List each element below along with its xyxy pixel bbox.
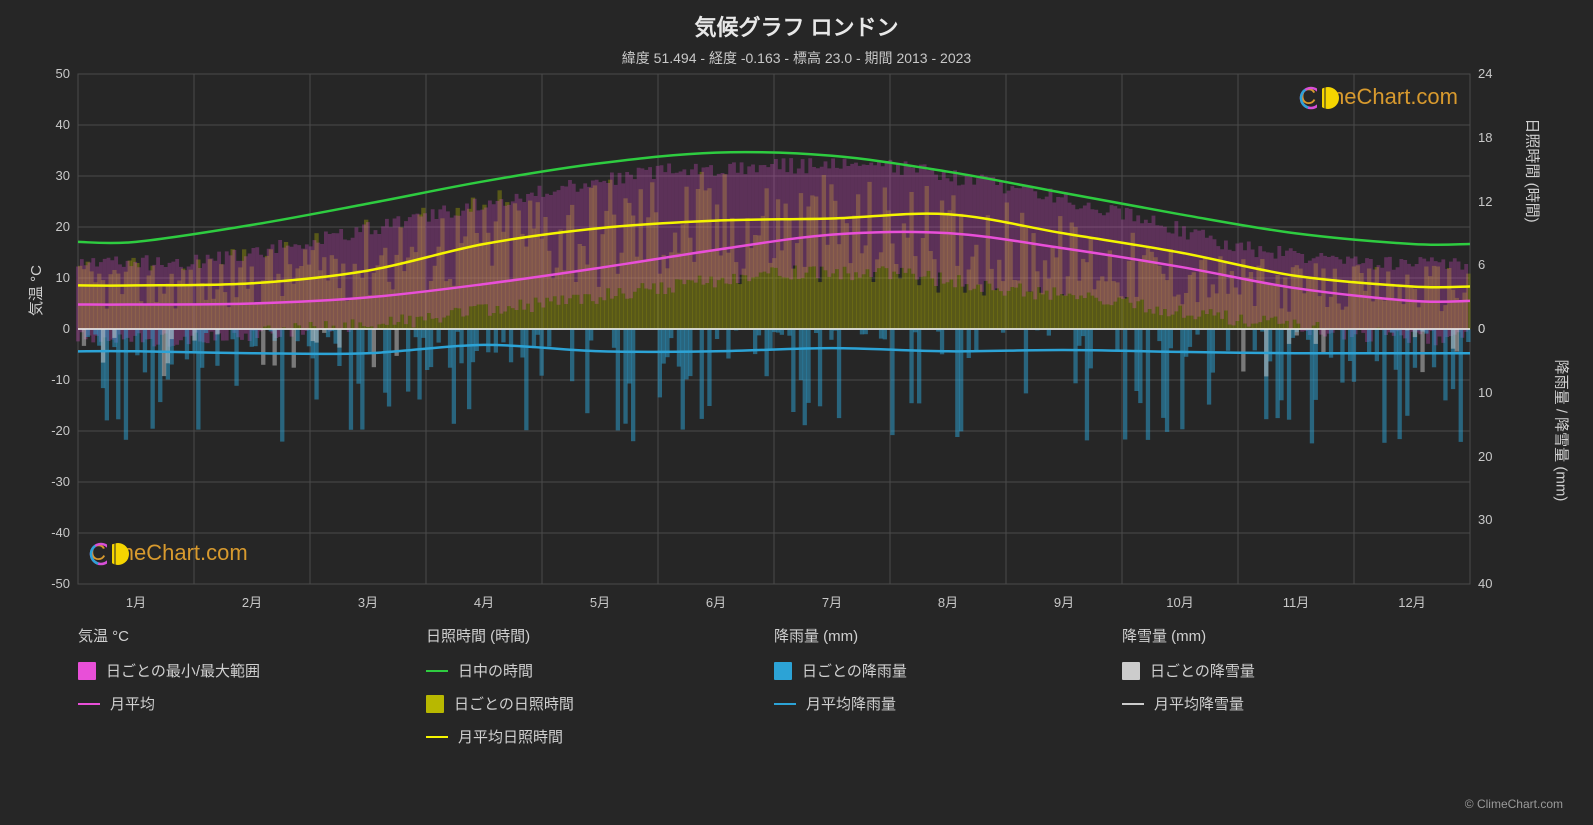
xtick-month: 3月 bbox=[358, 592, 378, 611]
ytick-left: -30 bbox=[40, 474, 70, 489]
chart-container: 気候グラフ ロンドン 緯度 51.494 - 経度 -0.163 - 標高 23… bbox=[0, 0, 1593, 825]
xtick-month: 7月 bbox=[822, 592, 842, 611]
legend-label: 日ごとの日照時間 bbox=[454, 693, 574, 714]
xtick-month: 2月 bbox=[242, 592, 262, 611]
legend-item: 月平均日照時間 bbox=[426, 726, 774, 747]
legend-label: 日中の時間 bbox=[458, 660, 533, 681]
ytick-right-hours: 18 bbox=[1478, 130, 1508, 145]
legend-item: 日ごとの最小/最大範囲 bbox=[78, 660, 426, 681]
legend-column: 日照時間 (時間) 日中の時間日ごとの日照時間月平均日照時間 bbox=[426, 625, 774, 759]
xtick-month: 10月 bbox=[1166, 592, 1193, 611]
plot-area: ClimeChart.com ClimeChart.com bbox=[78, 74, 1470, 584]
legend-item: 日ごとの降雨量 bbox=[774, 660, 1122, 681]
xtick-month: 12月 bbox=[1398, 592, 1425, 611]
ytick-left: -40 bbox=[40, 525, 70, 540]
y-axis-right-top-label: 日照時間 (時間) bbox=[1522, 118, 1543, 222]
ytick-left: 0 bbox=[40, 321, 70, 336]
swatch-block-icon bbox=[774, 662, 792, 680]
legend: 気温 °C 日ごとの最小/最大範囲月平均 日照時間 (時間) 日中の時間日ごとの日照時… bbox=[78, 625, 1470, 759]
legend-label: 月平均降雨量 bbox=[806, 693, 896, 714]
ytick-right-hours: 6 bbox=[1478, 257, 1508, 272]
swatch-line-icon bbox=[426, 736, 448, 738]
plot-svg bbox=[78, 74, 1470, 584]
swatch-block-icon bbox=[426, 695, 444, 713]
legend-header: 日照時間 (時間) bbox=[426, 625, 774, 646]
xtick-month: 6月 bbox=[706, 592, 726, 611]
legend-label: 月平均降雪量 bbox=[1154, 693, 1244, 714]
swatch-block-icon bbox=[78, 662, 96, 680]
legend-item: 月平均降雪量 bbox=[1122, 693, 1470, 714]
legend-label: 月平均日照時間 bbox=[458, 726, 563, 747]
ytick-right-hours: 12 bbox=[1478, 194, 1508, 209]
xtick-month: 8月 bbox=[938, 592, 958, 611]
ytick-right-precip: 30 bbox=[1478, 512, 1508, 527]
legend-column: 気温 °C 日ごとの最小/最大範囲月平均 bbox=[78, 625, 426, 759]
ytick-right-hours: 24 bbox=[1478, 66, 1508, 81]
chart-title: 気候グラフ ロンドン bbox=[0, 0, 1593, 42]
ytick-left: 40 bbox=[40, 117, 70, 132]
legend-item: 日中の時間 bbox=[426, 660, 774, 681]
ytick-left: 10 bbox=[40, 270, 70, 285]
legend-label: 月平均 bbox=[110, 693, 155, 714]
ytick-left: 30 bbox=[40, 168, 70, 183]
swatch-line-icon bbox=[426, 670, 448, 672]
xtick-month: 9月 bbox=[1054, 592, 1074, 611]
xtick-month: 1月 bbox=[126, 592, 146, 611]
legend-label: 日ごとの最小/最大範囲 bbox=[106, 660, 260, 681]
y-axis-right-bottom-label: 降雨量 / 降雪量 (mm) bbox=[1552, 360, 1573, 502]
legend-item: 日ごとの日照時間 bbox=[426, 693, 774, 714]
copyright: © ClimeChart.com bbox=[1465, 797, 1563, 811]
legend-label: 日ごとの降雪量 bbox=[1150, 660, 1255, 681]
xtick-month: 4月 bbox=[474, 592, 494, 611]
ytick-left: -50 bbox=[40, 576, 70, 591]
swatch-line-icon bbox=[1122, 703, 1144, 705]
ytick-right-precip: 20 bbox=[1478, 449, 1508, 464]
ytick-right-precip: 0 bbox=[1478, 321, 1508, 336]
legend-header: 気温 °C bbox=[78, 625, 426, 646]
ytick-left: -10 bbox=[40, 372, 70, 387]
legend-header: 降雪量 (mm) bbox=[1122, 625, 1470, 646]
swatch-block-icon bbox=[1122, 662, 1140, 680]
xtick-month: 11月 bbox=[1283, 592, 1310, 611]
legend-header: 降雨量 (mm) bbox=[774, 625, 1122, 646]
legend-item: 月平均 bbox=[78, 693, 426, 714]
legend-label: 日ごとの降雨量 bbox=[802, 660, 907, 681]
brand-icon bbox=[1300, 84, 1458, 110]
brand-logo-top: ClimeChart.com bbox=[1300, 84, 1458, 110]
ytick-left: 20 bbox=[40, 219, 70, 234]
legend-item: 日ごとの降雪量 bbox=[1122, 660, 1470, 681]
brand-icon bbox=[90, 540, 248, 566]
legend-column: 降雨量 (mm) 日ごとの降雨量月平均降雨量 bbox=[774, 625, 1122, 759]
ytick-right-precip: 10 bbox=[1478, 385, 1508, 400]
brand-logo-bottom: ClimeChart.com bbox=[90, 540, 248, 566]
ytick-left: -20 bbox=[40, 423, 70, 438]
legend-item: 月平均降雨量 bbox=[774, 693, 1122, 714]
xtick-month: 5月 bbox=[590, 592, 610, 611]
ytick-left: 50 bbox=[40, 66, 70, 81]
swatch-line-icon bbox=[78, 703, 100, 705]
chart-subtitle: 緯度 51.494 - 経度 -0.163 - 標高 23.0 - 期間 201… bbox=[0, 42, 1593, 68]
ytick-right-precip: 40 bbox=[1478, 576, 1508, 591]
legend-column: 降雪量 (mm) 日ごとの降雪量月平均降雪量 bbox=[1122, 625, 1470, 759]
swatch-line-icon bbox=[774, 703, 796, 705]
